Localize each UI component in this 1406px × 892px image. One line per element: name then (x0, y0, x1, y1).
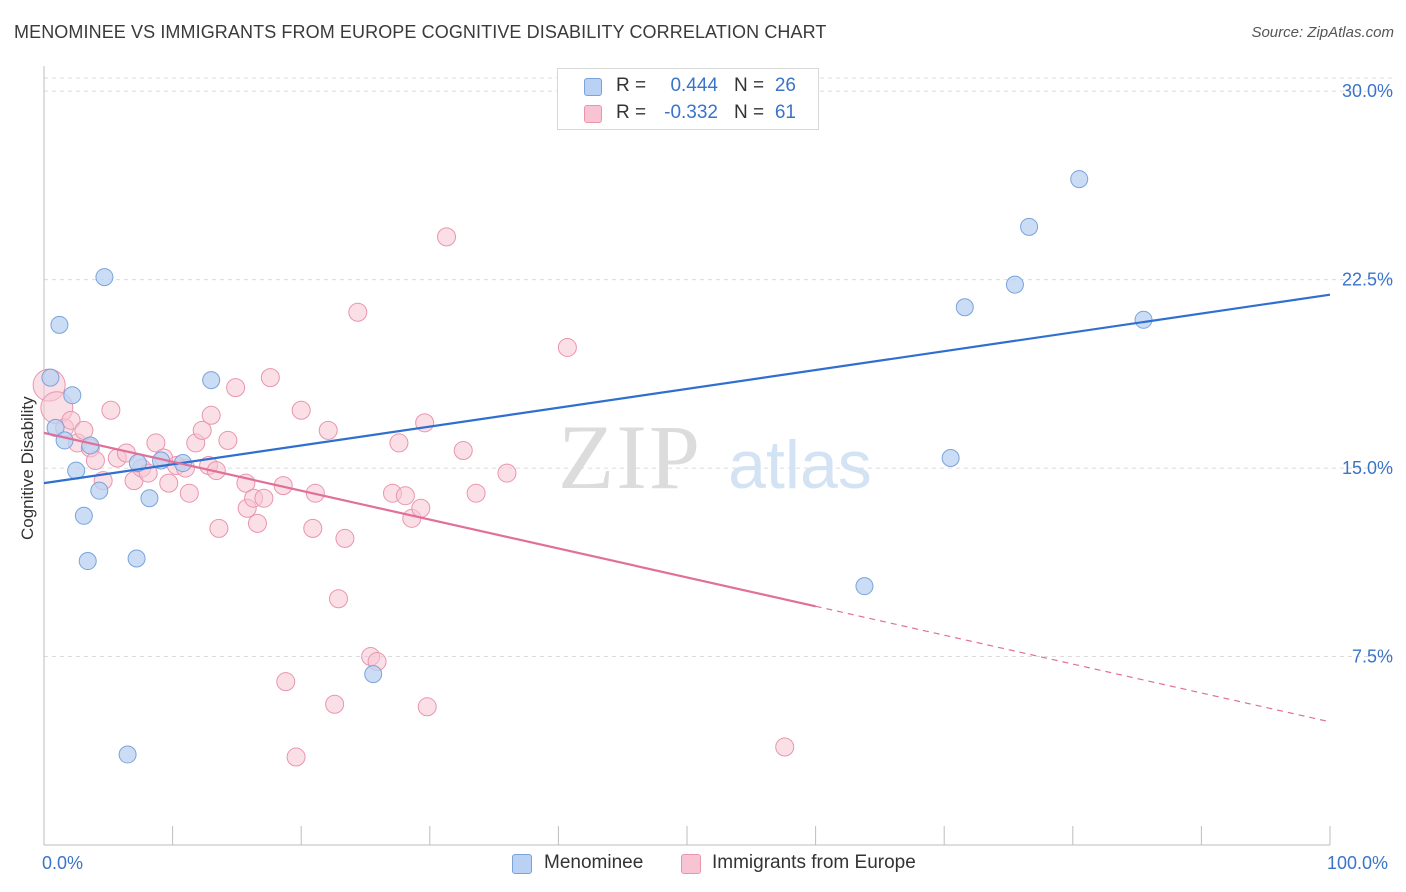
data-point-menominee (78, 552, 97, 571)
data-point-immigrants (497, 463, 517, 483)
data-point-immigrants (303, 518, 323, 538)
data-point-immigrants (417, 697, 437, 717)
data-point-menominee (1020, 217, 1039, 236)
data-point-immigrants (192, 420, 212, 440)
watermark-zip: ZIP (558, 406, 702, 508)
n-value: 26 (774, 75, 796, 96)
data-point-menominee (1005, 275, 1024, 294)
data-point-immigrants (437, 227, 457, 247)
data-point-immigrants (201, 405, 221, 425)
trend-line-menominee (43, 293, 1331, 485)
watermark-atlas: atlas (728, 427, 872, 503)
data-point-immigrants (226, 378, 246, 398)
y-axis-label: Cognitive Disability (18, 396, 37, 540)
data-point-immigrants (466, 483, 486, 503)
data-point-immigrants (247, 513, 267, 533)
data-point-immigrants (389, 433, 409, 453)
data-point-immigrants (179, 483, 199, 503)
y-tick-label: 15.0% (1342, 458, 1393, 478)
legend-label: Immigrants from Europe (712, 852, 916, 873)
data-point-menominee (855, 577, 874, 596)
data-point-menominee (364, 665, 383, 684)
r-label: R = (616, 75, 647, 96)
y-tick-labels: 7.5% 15.0% 22.5% 30.0% (1342, 81, 1393, 666)
grid-lines (44, 77, 1392, 658)
data-point-immigrants (328, 589, 348, 609)
data-point-immigrants (260, 368, 280, 388)
r-label: R = (616, 102, 647, 123)
data-point-immigrants (101, 400, 121, 420)
n-label: N = (734, 102, 765, 123)
data-point-immigrants (775, 737, 795, 757)
data-point-menominee (95, 268, 114, 287)
n-value: 61 (774, 102, 796, 123)
stats-legend: R = 0.444 N = 26 R = -0.332 N = 61 (557, 68, 819, 130)
x-tick-label-min: 0.0% (42, 853, 84, 873)
data-point-immigrants (335, 528, 355, 548)
r-value: -0.332 (664, 102, 718, 123)
chart-title: MENOMINEE VS IMMIGRANTS FROM EUROPE COGN… (14, 22, 827, 42)
data-point-immigrants (411, 498, 431, 518)
data-point-menominee (941, 449, 960, 468)
series-immigrants-points (32, 227, 795, 767)
data-point-immigrants (453, 440, 473, 460)
data-point-menominee (63, 386, 82, 405)
data-point-immigrants (146, 433, 166, 453)
legend-swatch-pink (681, 854, 701, 874)
legend-swatch-blue (584, 78, 602, 96)
y-tick-label: 22.5% (1342, 270, 1393, 290)
axes (43, 66, 1331, 846)
y-tick-label: 7.5% (1352, 647, 1393, 667)
source-label: Source: ZipAtlas.com (1251, 24, 1394, 41)
trend-line-immigrants-extension (815, 605, 1331, 723)
data-point-immigrants (348, 302, 368, 322)
data-point-menominee (127, 549, 146, 568)
stats-row-immigrants: R = -0.332 N = 61 (558, 102, 818, 126)
series-legend: Menominee Immigrants from Europe (0, 852, 1406, 876)
stats-row-menominee: R = 0.444 N = 26 (558, 75, 818, 99)
legend-swatch-pink (584, 105, 602, 123)
data-point-menominee (50, 315, 69, 334)
data-point-immigrants (209, 518, 229, 538)
data-point-immigrants (318, 420, 338, 440)
data-point-menominee (118, 745, 137, 764)
data-point-immigrants (557, 337, 577, 357)
y-tick-label: 30.0% (1342, 81, 1393, 101)
data-point-immigrants (286, 747, 306, 767)
data-point-immigrants (159, 473, 179, 493)
x-tick-label-max: 100.0% (1327, 853, 1389, 873)
data-point-menominee (74, 506, 93, 525)
r-value: 0.444 (670, 75, 718, 96)
data-point-immigrants (276, 672, 296, 692)
legend-label: Menominee (544, 852, 644, 873)
data-point-menominee (55, 431, 74, 450)
data-point-immigrants (395, 486, 415, 506)
data-point-menominee (1134, 310, 1153, 329)
data-point-menominee (955, 298, 974, 317)
watermark: ZIP atlas (558, 406, 872, 508)
data-point-immigrants (254, 488, 274, 508)
data-point-menominee (1070, 170, 1089, 189)
n-label: N = (734, 75, 765, 96)
data-point-menominee (140, 489, 159, 508)
trend-lines (43, 293, 1331, 723)
legend-swatch-blue (512, 854, 532, 874)
data-point-immigrants (218, 430, 238, 450)
data-point-immigrants (291, 400, 311, 420)
trend-line-immigrants (43, 431, 816, 608)
data-point-menominee (90, 481, 109, 500)
data-point-menominee (41, 368, 60, 387)
data-point-menominee (202, 371, 221, 390)
data-point-immigrants (325, 694, 345, 714)
data-point-immigrants (61, 410, 81, 430)
